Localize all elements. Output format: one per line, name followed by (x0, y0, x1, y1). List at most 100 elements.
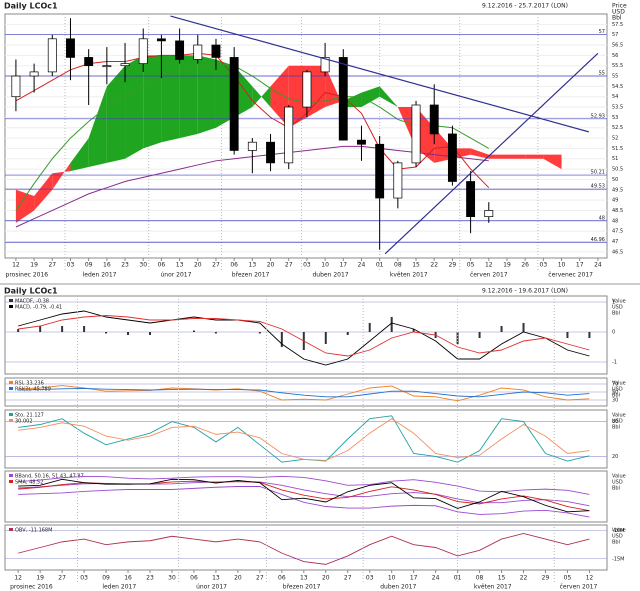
cloud-segment (161, 55, 180, 143)
histogram-bar (127, 332, 130, 335)
y-tick-label: -1 (612, 360, 617, 366)
cloud-segment (506, 154, 526, 159)
cloud-segment (525, 154, 544, 159)
axis-unit: Value (612, 413, 626, 419)
candle-body (284, 106, 294, 164)
month-label: březen 2017 (283, 584, 321, 591)
histogram-bar (258, 332, 261, 334)
x-tick-label: 27 (48, 262, 56, 269)
support-label: 49.53 (591, 184, 605, 190)
candle-body (302, 71, 312, 108)
histogram-bar (192, 330, 195, 332)
x-tick-label: 22 (520, 575, 528, 582)
support-label: 50.21 (591, 170, 605, 176)
candle-body (29, 71, 39, 77)
x-tick-label: 29 (542, 575, 550, 582)
axis-unit: USD (612, 305, 623, 311)
x-tick-label: 03 (366, 575, 374, 582)
y-tick-label: 50.5 (612, 167, 623, 173)
cloud-segment (143, 55, 162, 149)
candle-body (229, 57, 239, 151)
cloud-segment (361, 86, 380, 108)
y-tick-label: -10M (612, 528, 624, 534)
legend-label: RSI, 33.236 (15, 381, 44, 387)
chart-title: Daily LCOc1 (4, 2, 58, 11)
cloud-segment (106, 65, 126, 163)
y-tick-label: 51 (612, 156, 618, 162)
cloud-segment (397, 107, 417, 149)
axis-unit: USD (612, 9, 625, 16)
candle-body (211, 44, 221, 58)
legend-label: 30.002 (15, 419, 33, 425)
legend-swatch (9, 299, 13, 302)
y-tick-label: 30 (612, 398, 618, 404)
cloud-segment (416, 107, 435, 163)
y-tick-label: 48.5 (612, 208, 623, 214)
cloud-segment (215, 59, 235, 128)
trendline (384, 52, 599, 255)
month-label: květen 2017 (390, 272, 428, 279)
cloud-segment (379, 86, 398, 108)
candle-body (320, 57, 330, 73)
candle-body (120, 63, 130, 67)
x-tick-label: 01 (376, 262, 384, 269)
x-tick-label: 15 (498, 575, 506, 582)
x-tick-label: 22 (430, 262, 438, 269)
x-tick-label: 06 (158, 262, 166, 269)
x-tick-label: 16 (124, 575, 132, 582)
cloud-segment (543, 154, 562, 170)
x-tick-label: 27 (344, 575, 352, 582)
cloud-segment (34, 173, 53, 211)
cloud-segment (343, 92, 362, 108)
candle-body (466, 181, 476, 217)
y-tick-label: 52.5 (612, 125, 623, 131)
y-tick-label: 56.5 (612, 43, 623, 49)
y-tick-label: -15M (612, 556, 624, 562)
cloud-segment (125, 55, 144, 159)
x-tick-label: 12 (586, 575, 594, 582)
axis-unit: Bbl (612, 425, 620, 431)
support-label: 48 (599, 215, 605, 221)
axis-unit: Value (612, 528, 626, 534)
candle-body (156, 38, 166, 42)
lower-date-range: 9.12.2016 - 19.6.2017 (LON) (482, 288, 568, 295)
histogram-bar (412, 329, 415, 332)
axis-unit: Bbl (612, 311, 620, 317)
month-label: únor 2017 (196, 584, 227, 591)
cloud-segment (88, 86, 107, 168)
candle-body (266, 141, 275, 164)
histogram-bar (500, 326, 503, 332)
candle-body (484, 210, 494, 217)
y-tick-label: 49.5 (612, 187, 623, 193)
cloud-segment (306, 65, 326, 118)
axis-unit: Bbl (612, 393, 620, 399)
y-tick-label: 53 (612, 115, 618, 121)
histogram-bar (368, 323, 371, 332)
y-tick-label: 54 (612, 94, 618, 100)
candle-body (84, 57, 94, 67)
x-tick-label: 01 (454, 575, 462, 582)
histogram-bar (346, 332, 349, 335)
indicator-line (18, 478, 590, 513)
plot-area (5, 15, 607, 255)
x-tick-label: 13 (300, 575, 308, 582)
axis-unit: Value (612, 299, 626, 305)
panel-frame (4, 524, 608, 571)
legend-label: MACDF, -0.38 (15, 299, 49, 305)
legend-swatch (9, 419, 13, 422)
x-tick-label: 03 (540, 262, 548, 269)
cloud-segment (15, 189, 35, 223)
x-tick-label: 26 (521, 262, 529, 269)
candle-body (138, 38, 148, 64)
panel-frame (4, 470, 608, 523)
candle-body (175, 40, 185, 60)
axis-unit: Value (612, 474, 626, 480)
month-label: únor 2017 (160, 272, 191, 279)
x-tick-label: 20 (322, 575, 330, 582)
candle-body (447, 133, 457, 182)
indicator-line (18, 385, 590, 402)
x-tick-label: 27 (58, 575, 66, 582)
x-tick-label: 12 (12, 262, 20, 269)
indicator-line (18, 532, 590, 565)
x-tick-label: 27 (285, 262, 293, 269)
